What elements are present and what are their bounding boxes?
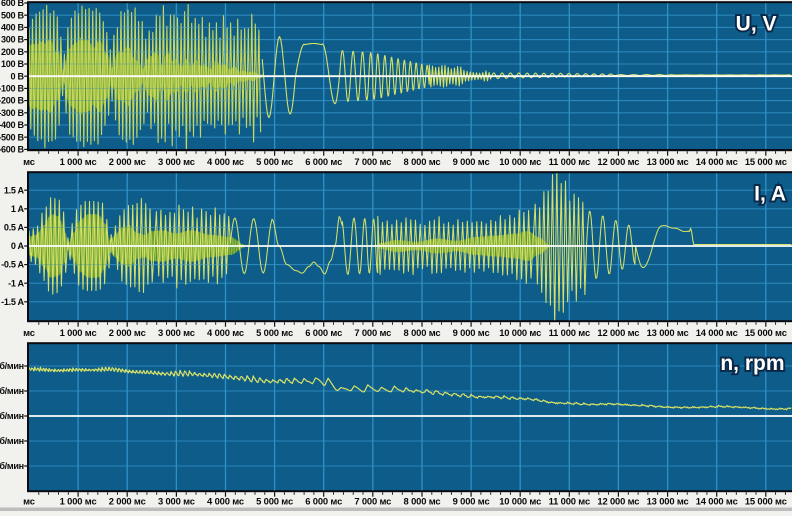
svg-text:1 A: 1 A xyxy=(11,204,25,214)
svg-text:15 000 мс: 15 000 мс xyxy=(745,327,787,338)
svg-text:7 000 мс: 7 000 мс xyxy=(354,327,391,338)
svg-text:1 000 мс: 1 000 мс xyxy=(60,327,97,338)
svg-text:5 000 мс: 5 000 мс xyxy=(256,156,293,167)
svg-text:б/мин: б/мин xyxy=(0,461,24,471)
svg-text:-600 В: -600 В xyxy=(0,145,25,155)
svg-text:-200 В: -200 В xyxy=(0,96,25,106)
svg-text:-1 A: -1 A xyxy=(8,278,24,288)
svg-text:3 000 мс: 3 000 мс xyxy=(158,156,195,167)
svg-text:2 000 мс: 2 000 мс xyxy=(109,156,146,167)
svg-text:n, rpm: n, rpm xyxy=(720,352,784,375)
svg-text:3 000 мс: 3 000 мс xyxy=(158,496,195,507)
svg-text:мс: мс xyxy=(23,327,35,338)
svg-text:8 000 мс: 8 000 мс xyxy=(404,327,441,338)
svg-text:13 000 мс: 13 000 мс xyxy=(647,327,689,338)
svg-text:7 000 мс: 7 000 мс xyxy=(354,156,391,167)
svg-text:6 000 мс: 6 000 мс xyxy=(305,327,342,338)
svg-text:13 000 мс: 13 000 мс xyxy=(647,496,689,507)
svg-text:-0.5 A: -0.5 A xyxy=(1,260,24,270)
svg-text:15 000 мс: 15 000 мс xyxy=(745,496,787,507)
svg-text:1 000 мс: 1 000 мс xyxy=(60,156,97,167)
svg-text:11 000 мс: 11 000 мс xyxy=(549,327,590,338)
svg-text:12 000 мс: 12 000 мс xyxy=(597,327,639,338)
svg-text:4 000 мс: 4 000 мс xyxy=(207,156,244,167)
svg-text:15 000 мс: 15 000 мс xyxy=(745,156,787,167)
svg-text:0.5 A: 0.5 A xyxy=(4,223,25,233)
svg-text:мс: мс xyxy=(23,496,35,507)
svg-text:б/мин: б/мин xyxy=(0,361,24,371)
svg-text:200 В: 200 В xyxy=(1,47,24,57)
svg-text:10 000 мс: 10 000 мс xyxy=(499,327,541,338)
svg-text:2 000 мс: 2 000 мс xyxy=(109,496,146,507)
svg-text:2 000 мс: 2 000 мс xyxy=(109,327,146,338)
svg-text:I, A: I, A xyxy=(754,183,786,206)
svg-text:9 000 мс: 9 000 мс xyxy=(453,327,490,338)
svg-text:3 000 мс: 3 000 мс xyxy=(158,327,195,338)
svg-text:500 В: 500 В xyxy=(1,10,24,20)
svg-text:12 000 мс: 12 000 мс xyxy=(597,156,639,167)
svg-text:4 000 мс: 4 000 мс xyxy=(207,327,244,338)
svg-text:9 000 мс: 9 000 мс xyxy=(453,496,490,507)
svg-text:600 В: 600 В xyxy=(1,0,24,8)
svg-text:11 000 мс: 11 000 мс xyxy=(549,496,590,507)
svg-text:13 000 мс: 13 000 мс xyxy=(647,156,689,167)
svg-text:12 000 мс: 12 000 мс xyxy=(597,496,639,507)
svg-text:-500 В: -500 В xyxy=(0,132,25,142)
svg-text:8 000 мс: 8 000 мс xyxy=(404,496,441,507)
svg-text:5 000 мс: 5 000 мс xyxy=(256,327,293,338)
svg-text:7 000 мс: 7 000 мс xyxy=(354,496,391,507)
svg-text:6 000 мс: 6 000 мс xyxy=(305,496,342,507)
svg-text:-400 В: -400 В xyxy=(0,120,25,130)
svg-text:-100 В: -100 В xyxy=(0,84,25,94)
svg-text:14 000 мс: 14 000 мс xyxy=(696,327,738,338)
svg-text:300 В: 300 В xyxy=(1,35,24,45)
svg-text:8 000 мс: 8 000 мс xyxy=(404,156,441,167)
svg-text:10 000 мс: 10 000 мс xyxy=(499,496,541,507)
svg-text:100 В: 100 В xyxy=(1,59,24,69)
svg-text:0 A: 0 A xyxy=(11,241,25,251)
svg-text:6 000 мс: 6 000 мс xyxy=(305,156,342,167)
svg-text:-300 В: -300 В xyxy=(0,108,25,118)
svg-text:1 000 мс: 1 000 мс xyxy=(60,496,97,507)
svg-text:400 В: 400 В xyxy=(1,23,24,33)
svg-text:14 000 мс: 14 000 мс xyxy=(696,496,738,507)
svg-text:U, V: U, V xyxy=(736,13,777,36)
svg-text:5 000 мс: 5 000 мс xyxy=(256,496,293,507)
svg-text:0 В: 0 В xyxy=(11,71,25,81)
svg-text:б/мин: б/мин xyxy=(0,411,24,421)
svg-text:б/мин: б/мин xyxy=(0,436,24,446)
svg-text:мс: мс xyxy=(23,156,35,167)
svg-text:б/мин: б/мин xyxy=(0,386,24,396)
svg-text:9 000 мс: 9 000 мс xyxy=(453,156,490,167)
svg-text:1.5 A: 1.5 A xyxy=(4,185,25,195)
svg-text:14 000 мс: 14 000 мс xyxy=(696,156,738,167)
svg-text:11 000 мс: 11 000 мс xyxy=(549,156,590,167)
svg-text:4 000 мс: 4 000 мс xyxy=(207,496,244,507)
svg-text:10 000 мс: 10 000 мс xyxy=(499,156,541,167)
svg-text:-1.5 A: -1.5 A xyxy=(1,297,24,307)
